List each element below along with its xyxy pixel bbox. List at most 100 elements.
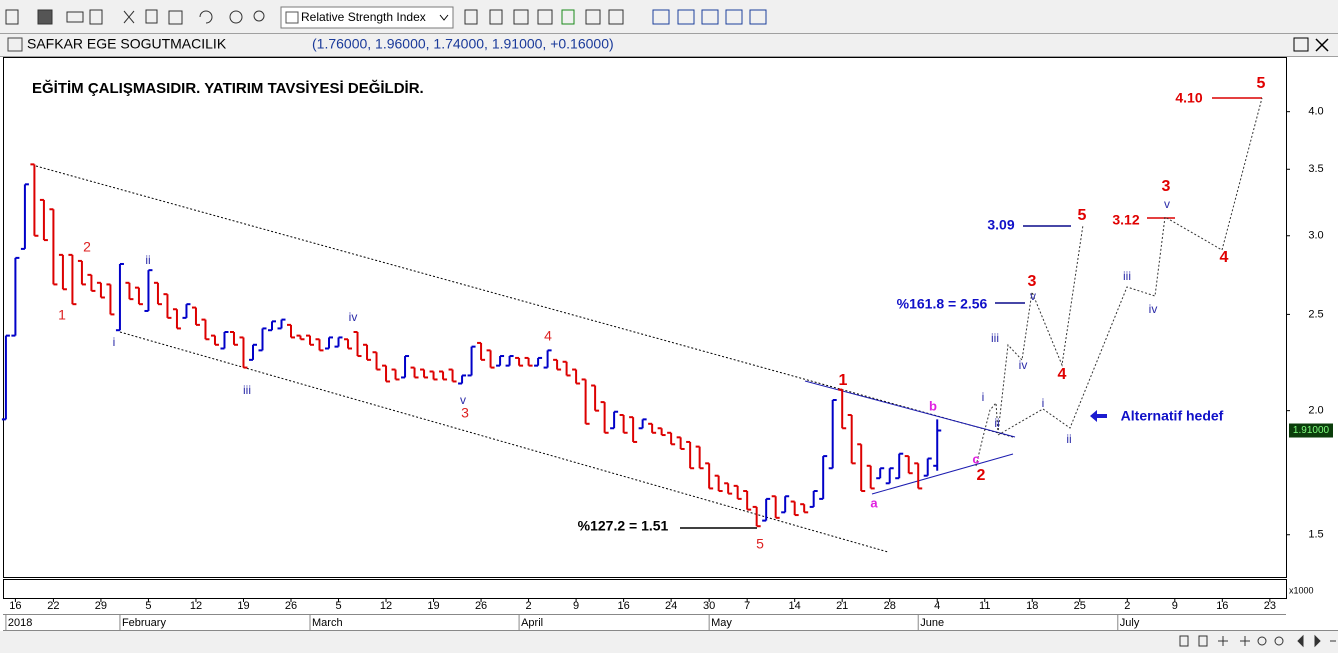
nav-icon[interactable] xyxy=(1257,636,1267,646)
icon-layout2[interactable] xyxy=(677,9,695,25)
x-tick-label: 9 xyxy=(1172,600,1178,612)
annotation: v xyxy=(1164,197,1170,211)
nav-icon[interactable] xyxy=(1198,635,1208,647)
x-tick-label: 2 xyxy=(526,600,532,612)
icon-layout5[interactable] xyxy=(749,9,767,25)
annotation: iv xyxy=(1149,302,1158,316)
maximize-button[interactable] xyxy=(1293,37,1309,52)
x-tick-label: 25 xyxy=(1074,600,1086,612)
icon-tool3[interactable] xyxy=(513,9,529,25)
nav-icon[interactable] xyxy=(1314,634,1321,648)
month-label: February xyxy=(122,617,167,629)
annotation: v xyxy=(1030,289,1036,303)
close-button[interactable] xyxy=(1315,38,1329,52)
icon-save[interactable] xyxy=(37,9,53,25)
icon-copy[interactable] xyxy=(145,9,158,24)
dropdown-arrow xyxy=(439,14,449,21)
month-label: May xyxy=(711,617,732,629)
nav-icon[interactable] xyxy=(1274,636,1284,646)
x-tick-label: 21 xyxy=(836,600,848,612)
annotation: 4 xyxy=(544,328,552,344)
annotation: ii xyxy=(994,416,999,430)
nav-icon[interactable] xyxy=(1240,636,1250,646)
icon-tool2[interactable] xyxy=(489,9,503,25)
x-tick-label: 14 xyxy=(789,600,801,612)
x-tick-label: 19 xyxy=(237,600,249,612)
x-tick-label: 28 xyxy=(884,600,896,612)
annotation: 1 xyxy=(58,307,66,323)
annotation: Alternatif hedef xyxy=(1121,408,1224,424)
icon-tool7[interactable] xyxy=(608,9,624,25)
triangle-lower xyxy=(871,453,1014,495)
window-icon xyxy=(7,37,23,52)
annotation: 1 xyxy=(839,372,848,389)
x-tick-label: 4 xyxy=(934,600,940,612)
quote: (1.76000, 1.96000, 1.74000, 1.91000, +0.… xyxy=(312,36,614,52)
last-price-label: 1.91000 xyxy=(1293,425,1330,436)
icon-tool4[interactable] xyxy=(537,9,553,25)
x-tick-label: 12 xyxy=(190,600,202,612)
icon-layout4[interactable] xyxy=(725,9,743,25)
icon-preview[interactable] xyxy=(89,9,103,25)
icon-cut[interactable] xyxy=(123,10,135,24)
x-tick-label: 23 xyxy=(1264,600,1276,612)
annotation: b xyxy=(929,398,937,413)
last-price-tag xyxy=(1289,423,1333,438)
indicator-dropdown[interactable] xyxy=(280,6,454,29)
nav-icon[interactable] xyxy=(1218,636,1228,646)
annotation: 4 xyxy=(1220,249,1229,266)
indicator-icon xyxy=(285,11,299,24)
icon-crosshair[interactable] xyxy=(229,10,243,24)
y-tick-label: 4.0 xyxy=(1308,106,1323,118)
nav-icon[interactable] xyxy=(1297,634,1304,648)
x-tick-label: 19 xyxy=(427,600,439,612)
annotation: i xyxy=(982,390,985,404)
icon-tool5[interactable] xyxy=(561,9,575,25)
month-label: 2018 xyxy=(8,617,32,629)
x-tick-label: 2 xyxy=(1124,600,1130,612)
annotation: 4 xyxy=(1058,366,1067,383)
toolbar-icons xyxy=(5,9,767,25)
icon-paste[interactable] xyxy=(168,10,183,25)
volume-scale: x1000 xyxy=(1289,585,1314,595)
icon-zoom[interactable] xyxy=(253,10,265,22)
month-label: March xyxy=(312,617,343,629)
icon-new[interactable] xyxy=(5,9,19,25)
window-title: SAFKAR EGE SOGUTMACILIK xyxy=(27,36,227,52)
annotation: ii xyxy=(145,253,150,267)
y-tick-label: 3.5 xyxy=(1308,163,1323,175)
x-tick-label: 7 xyxy=(744,600,750,612)
x-tick-label: 22 xyxy=(47,600,59,612)
icon-tool6[interactable] xyxy=(585,9,601,25)
annotation: 2 xyxy=(977,467,986,484)
x-tick-label: 26 xyxy=(285,600,297,612)
annotation: 3 xyxy=(1162,178,1171,195)
month-label: July xyxy=(1120,617,1140,629)
month-label: April xyxy=(521,617,543,629)
x-tick-label: 16 xyxy=(9,600,21,612)
icon-print[interactable] xyxy=(66,11,84,23)
y-tick-label: 1.5 xyxy=(1308,529,1323,541)
annotation: 4.10 xyxy=(1175,90,1202,106)
annotation: 5 xyxy=(1257,75,1266,92)
annotation: 3 xyxy=(461,405,469,421)
y-tick-label: 2.0 xyxy=(1308,405,1323,417)
x-tick-label: 26 xyxy=(475,600,487,612)
x-tick-label: 18 xyxy=(1026,600,1038,612)
nav-icon[interactable] xyxy=(1179,635,1189,647)
icon-undo[interactable] xyxy=(199,10,213,24)
annotation: iv xyxy=(1019,358,1028,372)
icon-layout1[interactable] xyxy=(652,9,670,25)
annotation: iii xyxy=(991,331,999,345)
projection-path xyxy=(997,97,1263,436)
x-tick-label: 5 xyxy=(145,600,151,612)
y-tick-label: 2.5 xyxy=(1308,308,1323,320)
annotation: 2 xyxy=(83,239,91,255)
annotation: c xyxy=(972,451,979,466)
x-tick-label: 29 xyxy=(95,600,107,612)
icon-tool1[interactable] xyxy=(464,9,478,25)
icon-layout3[interactable] xyxy=(701,9,719,25)
annotation: %161.8 = 2.56 xyxy=(897,296,988,312)
